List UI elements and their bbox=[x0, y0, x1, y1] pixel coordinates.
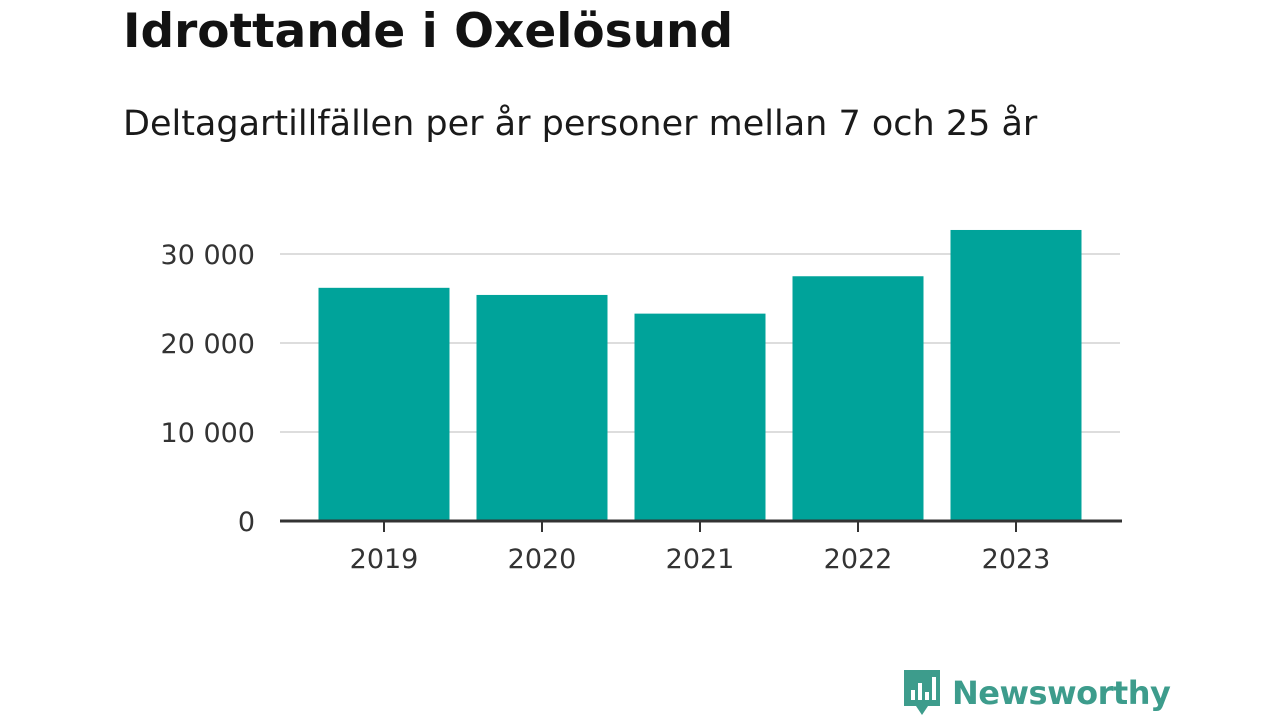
newsworthy-logo: Newsworthy bbox=[902, 668, 1171, 718]
chart-subtitle: Deltagartillfällen per år personer mella… bbox=[123, 104, 1038, 144]
x-tick-label: 2019 bbox=[350, 544, 419, 575]
bar-2021 bbox=[634, 313, 766, 521]
y-tick-label: 0 bbox=[238, 507, 255, 538]
newsworthy-logo-icon bbox=[904, 670, 940, 715]
brand-name: Newsworthy bbox=[952, 674, 1171, 712]
bar-2020 bbox=[476, 294, 608, 521]
bar-2023 bbox=[950, 229, 1082, 521]
x-tick-label: 2020 bbox=[508, 544, 577, 575]
x-tick-label: 2023 bbox=[982, 544, 1051, 575]
bars bbox=[318, 229, 1082, 521]
bar-2022 bbox=[792, 276, 924, 521]
y-tick-label: 10 000 bbox=[161, 418, 255, 449]
x-tick-label: 2022 bbox=[824, 544, 893, 575]
y-tick-label: 20 000 bbox=[161, 329, 255, 360]
bar-2019 bbox=[318, 287, 450, 521]
chart-title: Idrottande i Oxelösund bbox=[123, 4, 734, 59]
axes: 0 10 000 20 000 30 000 2019 2020 2021 2022 2023 bbox=[161, 240, 1122, 575]
y-tick-label: 30 000 bbox=[161, 240, 255, 271]
x-tick-label: 2021 bbox=[666, 544, 735, 575]
